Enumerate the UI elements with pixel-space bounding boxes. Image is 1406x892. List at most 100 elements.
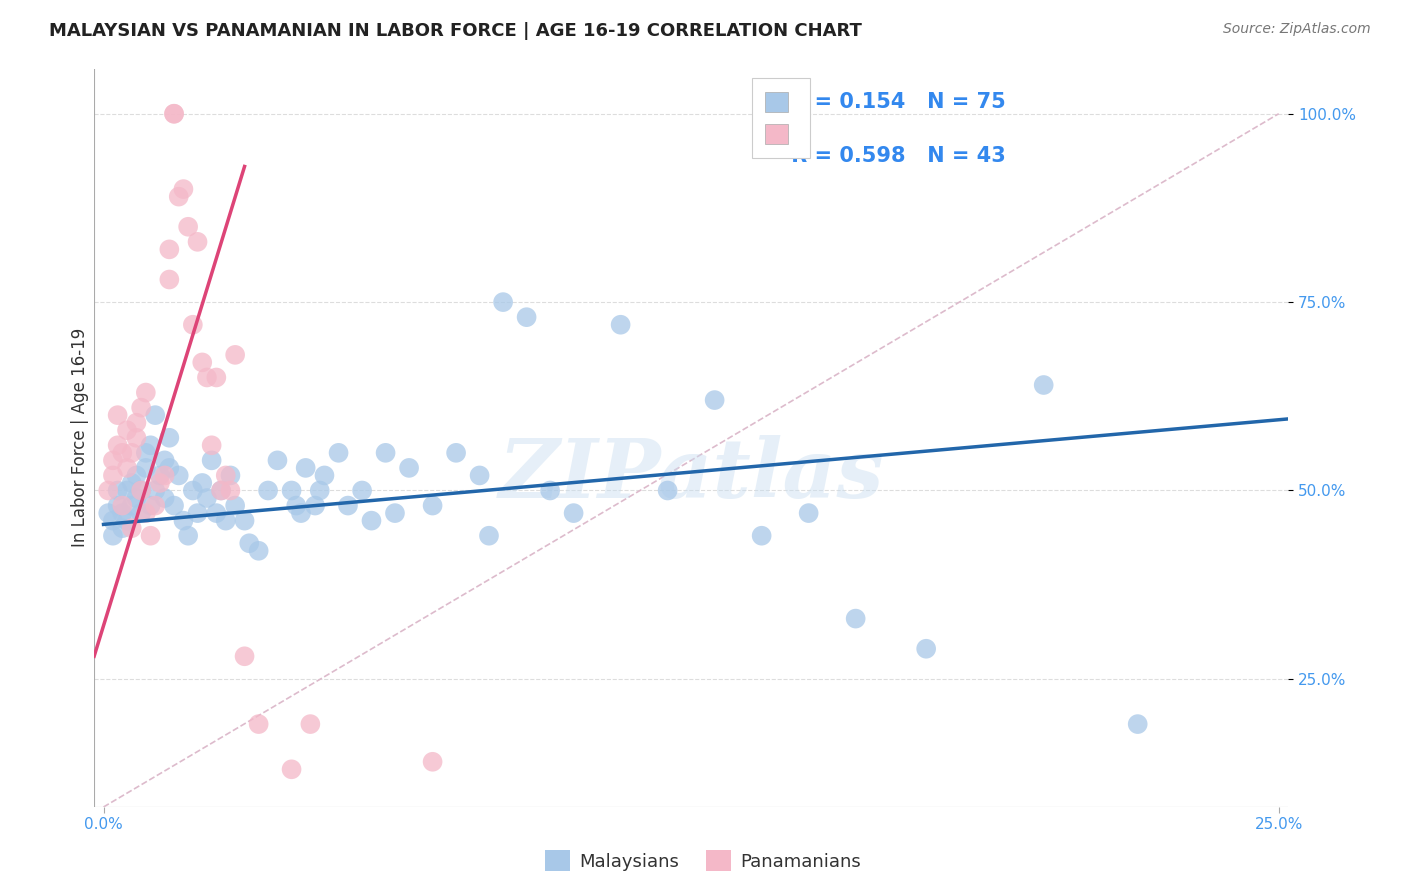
Point — [135, 506, 157, 520]
Point — [157, 272, 180, 286]
Point — [129, 401, 152, 415]
Point — [101, 514, 124, 528]
Text: Source: ZipAtlas.com: Source: ZipAtlas.com — [1223, 22, 1371, 37]
Point — [703, 393, 725, 408]
Point — [187, 235, 209, 249]
Point — [97, 483, 120, 498]
Point — [1032, 378, 1054, 392]
Point — [266, 453, 288, 467]
Point — [129, 506, 152, 520]
Point — [308, 483, 330, 498]
Point — [107, 438, 129, 452]
Point — [219, 483, 242, 498]
Y-axis label: In Labor Force | Age 16-19: In Labor Force | Age 16-19 — [72, 328, 89, 548]
Point — [538, 483, 561, 498]
Point — [139, 529, 162, 543]
Point — [121, 499, 143, 513]
Point — [163, 107, 186, 121]
Point — [129, 483, 152, 498]
Point — [101, 453, 124, 467]
Point — [167, 189, 190, 203]
Point — [172, 514, 194, 528]
Point — [177, 529, 200, 543]
Point — [125, 431, 148, 445]
Point — [233, 649, 256, 664]
Point — [157, 431, 180, 445]
Point — [129, 483, 152, 498]
Point — [215, 514, 238, 528]
Point — [139, 499, 162, 513]
Point — [111, 506, 134, 520]
Text: R = 0.598   N = 43: R = 0.598 N = 43 — [785, 145, 1007, 166]
Point — [187, 506, 209, 520]
Point — [139, 438, 162, 452]
Point — [314, 468, 336, 483]
Point — [195, 370, 218, 384]
Point — [143, 408, 166, 422]
Point — [111, 446, 134, 460]
Text: MALAYSIAN VS PANAMANIAN IN LABOR FORCE | AGE 16-19 CORRELATION CHART: MALAYSIAN VS PANAMANIAN IN LABOR FORCE |… — [49, 22, 862, 40]
Point — [294, 461, 316, 475]
Point — [143, 483, 166, 498]
Point — [304, 499, 326, 513]
Point — [167, 468, 190, 483]
Point — [845, 611, 868, 625]
Point — [422, 755, 444, 769]
Point — [384, 506, 406, 520]
Point — [360, 514, 382, 528]
Point — [153, 453, 176, 467]
Point — [111, 499, 134, 513]
Point — [1126, 717, 1149, 731]
Point — [209, 483, 232, 498]
Point — [157, 461, 180, 475]
Point — [219, 468, 242, 483]
Point — [121, 446, 143, 460]
Point — [201, 438, 224, 452]
Point — [290, 506, 312, 520]
Point — [97, 506, 120, 520]
Point — [238, 536, 260, 550]
Point — [233, 514, 256, 528]
Point — [224, 499, 246, 513]
Point — [299, 717, 322, 731]
Point — [125, 416, 148, 430]
Point — [143, 499, 166, 513]
Point — [280, 762, 302, 776]
Point — [191, 475, 214, 490]
Legend: Malaysians, Panamanians: Malaysians, Panamanians — [537, 843, 869, 879]
Point — [422, 499, 444, 513]
Point — [492, 295, 515, 310]
Point — [751, 529, 773, 543]
Point — [257, 483, 280, 498]
Point — [181, 318, 204, 332]
Point — [195, 491, 218, 505]
Point — [149, 468, 172, 483]
Point — [107, 483, 129, 498]
Point — [153, 491, 176, 505]
Point — [121, 521, 143, 535]
Point — [101, 529, 124, 543]
Point — [111, 521, 134, 535]
Point — [135, 446, 157, 460]
Point — [374, 446, 396, 460]
Point — [797, 506, 820, 520]
Legend: , : , — [752, 78, 810, 158]
Point — [352, 483, 374, 498]
Point — [191, 355, 214, 369]
Point — [172, 182, 194, 196]
Point — [224, 348, 246, 362]
Point — [280, 483, 302, 498]
Point — [125, 491, 148, 505]
Point — [247, 717, 270, 731]
Point — [478, 529, 501, 543]
Point — [285, 499, 308, 513]
Point — [609, 318, 631, 332]
Point — [915, 641, 938, 656]
Point — [209, 483, 232, 498]
Point — [115, 461, 138, 475]
Point — [328, 446, 350, 460]
Point — [107, 408, 129, 422]
Point — [163, 499, 186, 513]
Point — [149, 475, 172, 490]
Point — [115, 514, 138, 528]
